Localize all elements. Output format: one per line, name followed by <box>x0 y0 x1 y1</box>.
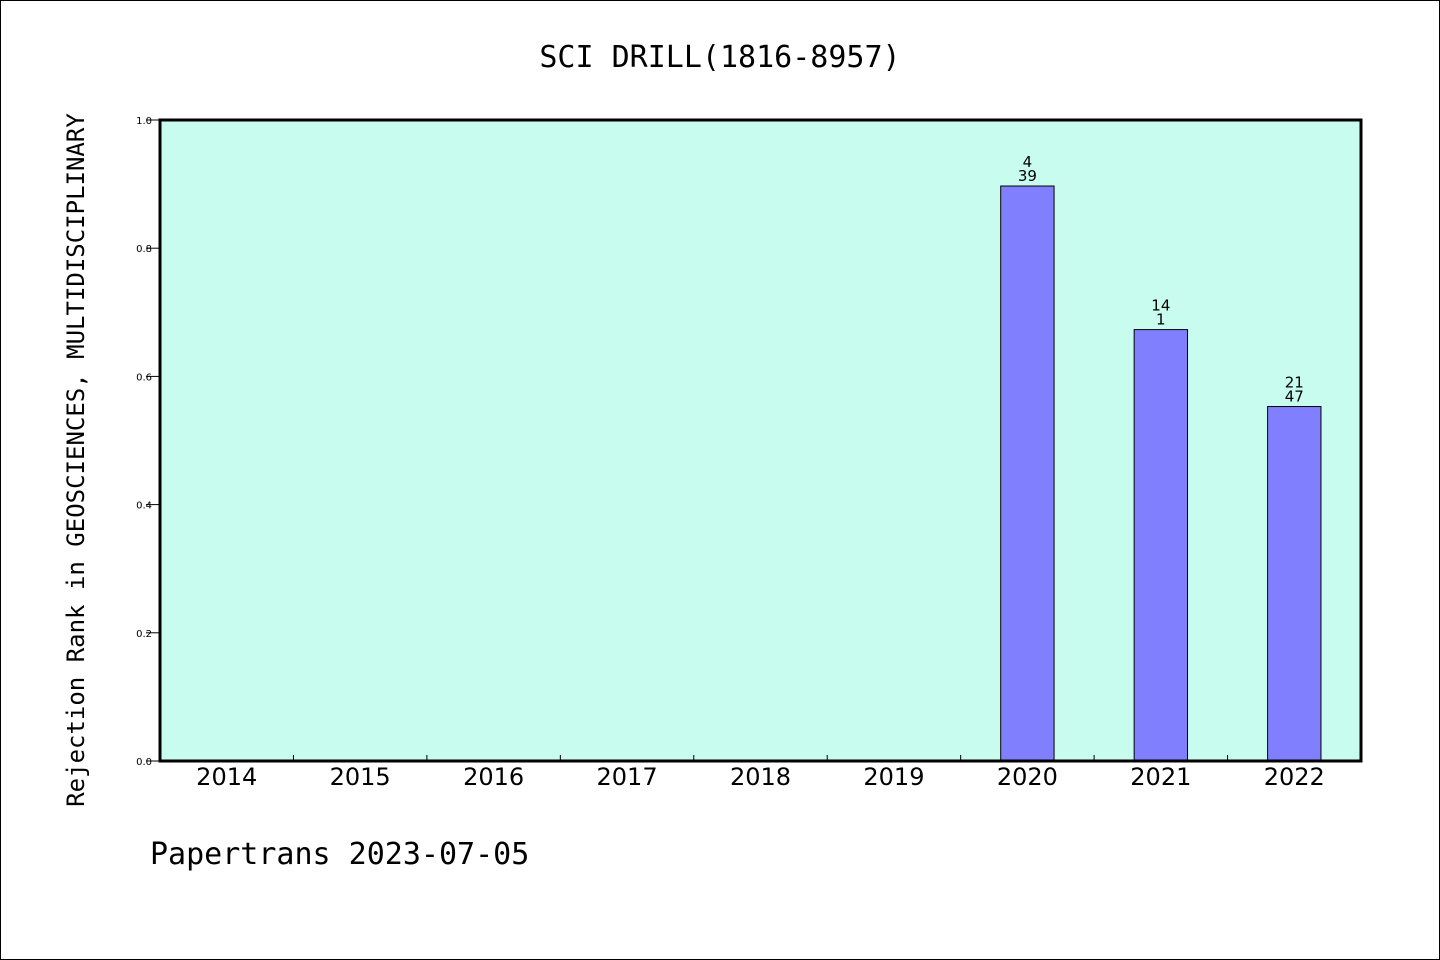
x-tick-label: 2014 <box>196 763 257 791</box>
bar-label-total: 39 <box>1018 167 1037 185</box>
footer-text: Papertrans 2023-07-05 <box>150 837 529 872</box>
bar-label-total: 1 <box>1156 311 1166 329</box>
x-tick-label: 2020 <box>997 763 1058 791</box>
y-tick-label: 0.4 <box>136 501 152 512</box>
x-tick-label: 2015 <box>330 763 391 791</box>
y-tick-label: 0.6 <box>136 372 152 383</box>
x-tick-label: 2022 <box>1264 763 1325 791</box>
x-axis-ticks: 2014 2015 2016 2017 2018 2019 2020 2021 2022 <box>196 755 1325 791</box>
bar-2021 <box>1133 329 1189 762</box>
y-tick-label: 0.8 <box>136 244 152 255</box>
bar-series <box>1000 185 1322 762</box>
x-tick-label: 2018 <box>730 763 791 791</box>
chart-title: SCI DRILL(1816-8957) <box>539 40 900 75</box>
bar-label-rank: 4 <box>1023 153 1033 171</box>
plot-frame <box>158 118 1363 763</box>
x-tick-label: 2017 <box>597 763 658 791</box>
bar-2022 <box>1267 406 1322 762</box>
bar-label-total: 47 <box>1285 388 1304 406</box>
x-tick-label: 2021 <box>1130 763 1191 791</box>
y-axis-ticks: 0.0 0.2 0.4 0.6 0.8 1.0 <box>136 116 160 768</box>
bar-label-rank: 14 <box>1151 297 1170 315</box>
y-tick-label: 1.0 <box>136 116 152 127</box>
x-tick-label: 2019 <box>863 763 924 791</box>
bar-label-rank: 21 <box>1285 374 1304 392</box>
y-tick-label: 0.0 <box>136 757 152 768</box>
y-tick-label: 0.2 <box>136 629 152 640</box>
bar-2020 <box>1000 185 1055 762</box>
x-tick-label: 2016 <box>463 763 524 791</box>
y-axis-label: Rejection Rank in GEOSCIENCES, MULTIDISC… <box>62 113 90 807</box>
